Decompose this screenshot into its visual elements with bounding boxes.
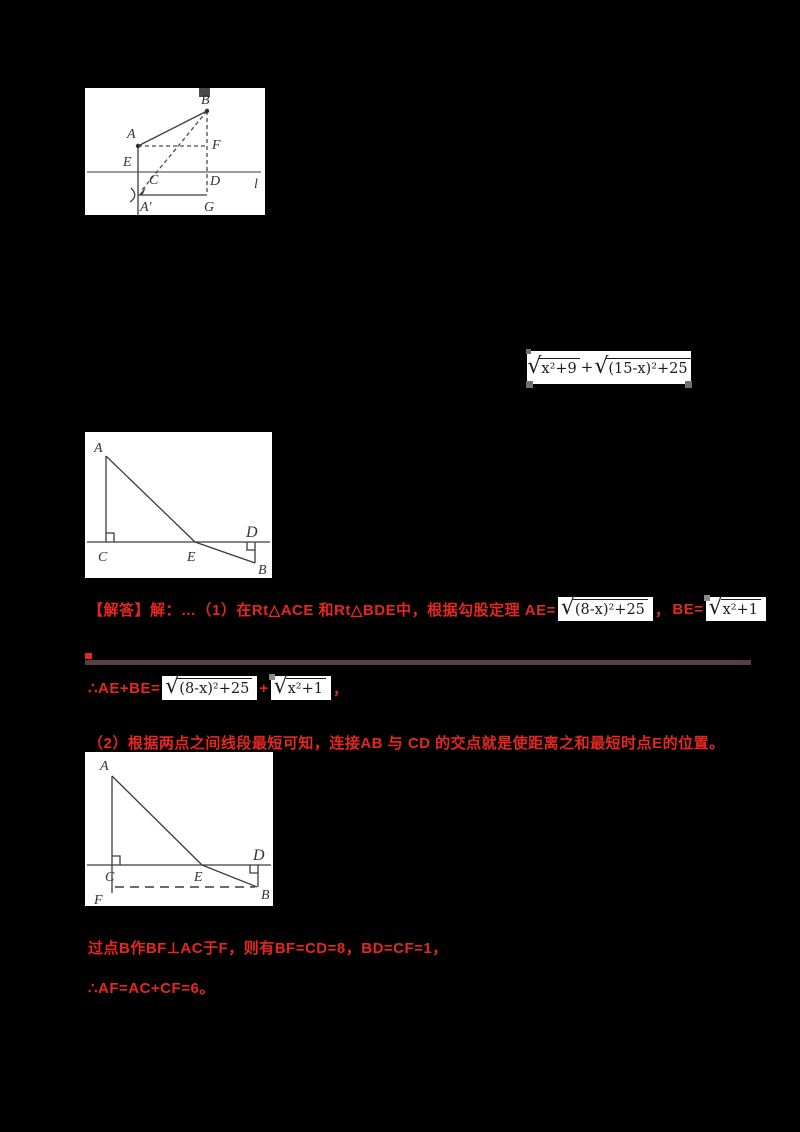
- label-C: C: [98, 550, 108, 565]
- right-angle-D: [249, 865, 258, 874]
- sqrt-term-2: √ (15-x)²+25: [594, 353, 691, 379]
- plus-sign: +: [580, 358, 594, 377]
- sqrt-expr-ae: (8-x)²+25: [572, 598, 648, 619]
- equation-BE[interactable]: √ x²+1: [703, 594, 766, 622]
- selection-handle-icon[interactable]: [199, 88, 210, 97]
- resize-handle-icon[interactable]: [526, 349, 531, 354]
- solution-line1-text: 【解答】解：…（1）在Rt△ACE 和Rt△BDE中，根据勾股定理 AE=: [88, 601, 556, 619]
- figure1-svg: B A F E C D A′ G l: [87, 88, 261, 215]
- label-D: D: [209, 174, 220, 189]
- sqrt-expr-be: x²+1: [720, 598, 761, 619]
- solution-line-2: ∴AE+BE= √ (8-x)²+25 + √ x²+1 ，: [88, 672, 349, 704]
- solution-line-5: ∴AF=AC+CF=6。: [88, 980, 215, 997]
- radical-icon: √: [560, 594, 575, 620]
- figure3-svg: A C E D B F: [87, 759, 271, 908]
- solution-line-3: （2）根据两点之间线段最短可知，连接AB 与 CD 的交点就是使距离之和最短时点…: [88, 735, 725, 752]
- plus-sign-red: +: [259, 679, 269, 697]
- solution-line-1: 【解答】解：…（1）在Rt△ACE 和Rt△BDE中，根据勾股定理 AE= √ …: [88, 591, 766, 627]
- label-B: B: [261, 888, 270, 903]
- radical-icon: √: [273, 673, 288, 699]
- label-G: G: [204, 200, 214, 215]
- sqrt-expr-be2: x²+1: [285, 677, 326, 698]
- radical-icon: √: [527, 353, 542, 379]
- label-E: E: [193, 870, 203, 885]
- resize-handle-icon[interactable]: [703, 594, 710, 601]
- segment-EB: [201, 864, 258, 888]
- equation-BE-2[interactable]: √ x²+1: [268, 673, 331, 701]
- right-angle-C: [106, 532, 115, 542]
- resize-handle-icon[interactable]: [685, 381, 692, 388]
- fold-arc: [129, 187, 136, 203]
- resize-handle-icon[interactable]: [268, 673, 275, 680]
- label-B: B: [258, 563, 267, 578]
- dashed-B-Aprime: [141, 110, 208, 191]
- label-C: C: [149, 173, 159, 188]
- segment-AE: [105, 455, 196, 543]
- label-C: C: [105, 870, 115, 885]
- segment-AE: [111, 775, 203, 866]
- sqrt-term-1: √ x²+9: [527, 353, 580, 379]
- equation-object-main[interactable]: √ x²+9 + √ (15-x)²+25: [526, 349, 692, 388]
- segment-EB: [194, 541, 256, 564]
- label-F: F: [211, 138, 221, 153]
- segment-AB: [137, 110, 208, 147]
- figure2-svg: A C E D B: [87, 441, 270, 578]
- label-l: l: [254, 177, 258, 192]
- label-E: E: [186, 550, 196, 565]
- sqrt-expr-ae2: (8-x)²+25: [177, 677, 253, 698]
- comma: ，: [654, 601, 671, 619]
- be-label: BE=: [672, 600, 704, 618]
- label-B: B: [201, 93, 210, 108]
- label-A-prime: A′: [139, 200, 153, 215]
- divider-start-dot: [85, 653, 92, 659]
- solution-line2-text: ∴AE+BE=: [88, 680, 161, 697]
- label-A: A: [99, 759, 109, 774]
- equation-AE-2[interactable]: √ (8-x)²+25: [162, 673, 258, 701]
- section-divider: [85, 660, 751, 665]
- comma: ，: [332, 680, 349, 698]
- point-B: [204, 108, 210, 114]
- sqrt-expr-1: x²+9: [539, 357, 580, 378]
- arrowhead-icon: [138, 187, 146, 196]
- label-A: A: [93, 441, 103, 456]
- equation-main: √ x²+9 + √ (15-x)²+25: [527, 353, 691, 379]
- right-angle-C: [112, 855, 121, 865]
- radical-icon: √: [708, 594, 723, 620]
- label-F: F: [93, 893, 103, 906]
- radical-icon: √: [165, 673, 180, 699]
- right-angle-D: [246, 542, 255, 551]
- label-A: A: [126, 127, 136, 142]
- equation-AE[interactable]: √ (8-x)²+25: [557, 594, 653, 622]
- label-D: D: [252, 847, 265, 864]
- sqrt-expr-2: (15-x)²+25: [606, 357, 691, 378]
- figure3-construction-diagram[interactable]: A C E D B F: [85, 752, 273, 908]
- radical-icon: √: [594, 353, 609, 379]
- label-E: E: [122, 155, 132, 170]
- figure1-reflection-diagram[interactable]: B A F E C D A′ G l: [85, 88, 265, 215]
- solution-line-4: 过点B作BF⊥AC于F，则有BF=CD=8，BD=CF=1，: [88, 940, 448, 957]
- figure2-triangles-diagram[interactable]: A C E D B: [85, 432, 272, 578]
- label-D: D: [245, 524, 258, 541]
- point-A: [135, 143, 141, 149]
- resize-handle-icon[interactable]: [526, 381, 533, 388]
